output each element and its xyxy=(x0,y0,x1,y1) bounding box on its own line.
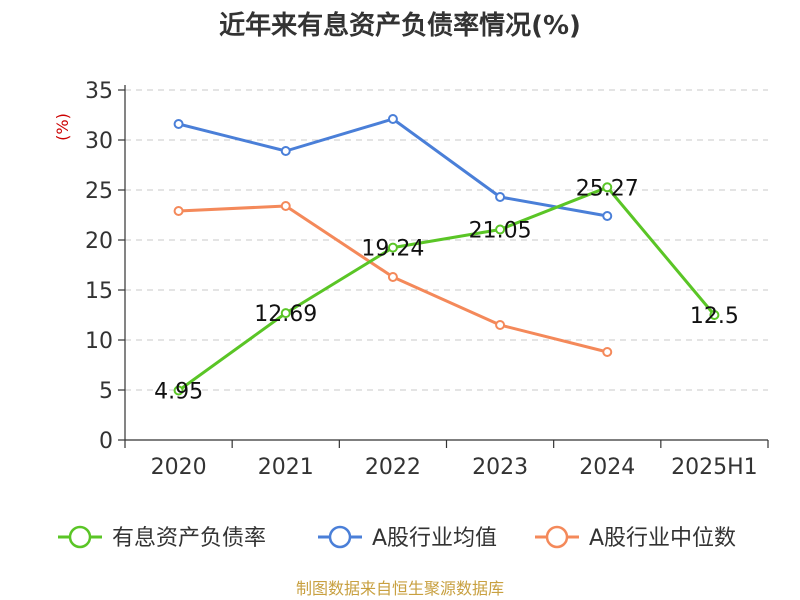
series-line xyxy=(177,185,716,392)
legend-label: 有息资产负债率 xyxy=(112,526,266,551)
data-labels: 4.95 12.69 19.24 21.05 25.27 12.5 xyxy=(154,176,739,404)
data-label: 4.95 xyxy=(154,380,203,405)
source-note: 制图数据来自恒生聚源数据库 xyxy=(296,579,504,598)
legend-marker xyxy=(68,525,92,549)
y-tick-label: 35 xyxy=(85,79,113,104)
x-tick-label: 2022 xyxy=(365,455,421,480)
data-point xyxy=(387,272,398,282)
legend-marker xyxy=(545,525,569,549)
y-tick-label: 15 xyxy=(85,279,113,304)
series-line xyxy=(178,117,608,218)
legend-marker xyxy=(328,525,352,549)
y-tick-label: 10 xyxy=(85,329,113,354)
x-tick-label: 2024 xyxy=(579,455,635,480)
x-tick-label: 2025H1 xyxy=(671,455,758,480)
legend-item: 有息资产负债率 xyxy=(58,525,266,551)
data-point xyxy=(495,192,506,202)
series-layer xyxy=(173,114,720,396)
data-label: 25.27 xyxy=(576,176,639,201)
y-axis-unit-label: (%) xyxy=(53,113,72,141)
data-point xyxy=(387,242,398,253)
data-point xyxy=(280,308,291,319)
data-point xyxy=(173,206,184,216)
y-tick-label: 30 xyxy=(85,129,113,154)
legend: 有息资产负债率 A股行业均值 A股行业中位数 xyxy=(58,525,736,551)
y-tick-label: 25 xyxy=(85,179,113,204)
legend-label: A股行业均值 xyxy=(372,526,497,551)
y-tick-label: 0 xyxy=(99,429,113,454)
data-point xyxy=(602,182,613,193)
x-tick-label: 2023 xyxy=(472,455,528,480)
legend-label: A股行业中位数 xyxy=(589,526,736,551)
data-point xyxy=(495,320,506,330)
axes: 0 5 10 15 20 25 30 35 2020 2021 2022 2023 2024 2025H1 xyxy=(85,79,769,480)
data-point xyxy=(709,310,720,320)
y-tick-label: 20 xyxy=(85,229,113,254)
legend-item: A股行业中位数 xyxy=(535,525,736,551)
chart-title: 近年来有息资产负债率情况(%) xyxy=(219,10,581,41)
data-point xyxy=(280,146,291,156)
data-label: 12.69 xyxy=(254,302,317,327)
data-point xyxy=(602,211,613,221)
x-tick-label: 2020 xyxy=(151,455,207,480)
y-tick-label: 5 xyxy=(99,379,113,404)
data-point xyxy=(495,224,506,235)
data-point xyxy=(602,347,613,357)
data-label: 19.24 xyxy=(361,237,424,262)
legend-item: A股行业均值 xyxy=(318,525,497,551)
data-point xyxy=(387,114,398,124)
data-label: 21.05 xyxy=(469,219,532,244)
data-point xyxy=(173,119,184,129)
data-point xyxy=(173,385,184,396)
x-tick-label: 2021 xyxy=(258,455,314,480)
data-label: 12.5 xyxy=(690,304,739,329)
data-point xyxy=(280,201,291,211)
